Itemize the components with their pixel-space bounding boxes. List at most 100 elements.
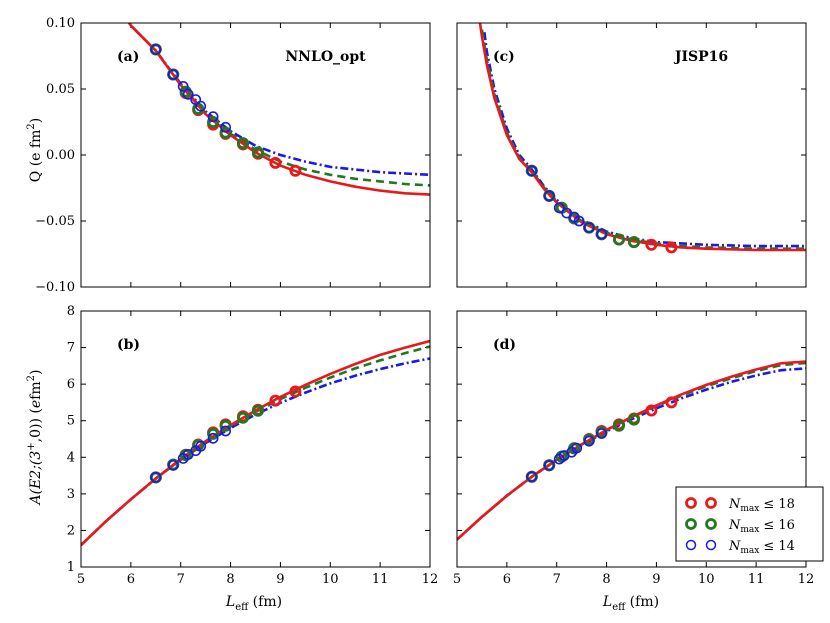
data-point (665, 396, 678, 409)
data-point (167, 459, 179, 471)
x-tick-label: 10 (698, 572, 715, 587)
curves (478, 23, 806, 252)
y-tick-label: 8 (67, 304, 75, 319)
panel-d: 5 6 7 8 9 10 11 12 (d) (453, 310, 815, 587)
series-line-dashdot (483, 32, 806, 248)
series-line-dashdot (81, 357, 430, 547)
data-point (207, 432, 219, 444)
y-tick-label: 4 (67, 450, 75, 465)
data-point (645, 404, 658, 417)
data-point (613, 233, 626, 246)
x-tick-label: 12 (422, 572, 439, 587)
x-tick-label: 6 (127, 572, 135, 587)
series-line-dashed (480, 29, 806, 250)
panel-title: JISP16 (673, 49, 728, 65)
x-tick-label: 7 (177, 572, 185, 587)
x-tick-label: 6 (503, 572, 511, 587)
data-point (219, 419, 232, 432)
legend-entry-18: Nmax ≤ 18 (685, 497, 795, 514)
data-point (628, 236, 641, 249)
y-tick-label: 2 (67, 523, 75, 538)
y-tick-label: 7 (67, 341, 75, 356)
data-point (645, 238, 658, 251)
y-axis-label-top: Q (e fm2) (26, 118, 44, 182)
data-point (195, 100, 207, 112)
x-tick-label: 9 (652, 572, 660, 587)
legend-marker (685, 497, 697, 509)
svg-text:Nmax≤ 16: Nmax ≤ 16 (728, 518, 795, 535)
data-point (192, 102, 205, 115)
data-point (177, 81, 189, 92)
data-point (220, 425, 231, 437)
legend-marker (705, 497, 717, 509)
x-axis-label-right: Leff (fm) (602, 594, 659, 613)
y-tick-label: 0.05 (46, 82, 75, 97)
data-point (596, 228, 607, 240)
x-tick-label: 7 (553, 572, 561, 587)
data-point (553, 202, 565, 214)
legend-marker (705, 539, 717, 551)
x-tick-label: 10 (322, 572, 339, 587)
series-line-solid (81, 339, 430, 547)
x-tick-label: 12 (798, 572, 815, 587)
panel-title: NNLO_opt (285, 49, 366, 65)
data-point (573, 215, 585, 227)
data-point (526, 165, 538, 177)
data-point (543, 459, 555, 471)
y-tick-label: 1 (67, 560, 75, 575)
series-line-dashed (81, 345, 430, 547)
data-point (167, 69, 179, 80)
panel-label: (b) (117, 337, 140, 353)
series-line-solid (127, 23, 430, 196)
data-point (628, 413, 641, 426)
data-point (665, 241, 678, 254)
x-tick-label: 9 (276, 572, 284, 587)
data-point (220, 121, 231, 133)
data-point (289, 385, 302, 398)
data-point (150, 44, 162, 55)
y-axis-label-bottom: A(E2;(3+,0)) (efm2) (26, 370, 44, 507)
y-tick-label: 5 (67, 414, 75, 429)
panels-group: −0.10 −0.05 0.00 0.05 0.10 (a) NNLO_opt (c) JISP… (35, 16, 814, 587)
data-point (236, 137, 249, 150)
x-tick-label: 11 (372, 572, 389, 587)
data-point (179, 85, 192, 98)
legend-box (675, 486, 824, 562)
data-point (150, 471, 162, 483)
panel-c: (c) JISP16 (456, 22, 807, 288)
panel-a: −0.10 −0.05 0.00 0.05 0.10 (a) NNLO_opt (35, 16, 431, 295)
data-point (207, 116, 220, 129)
data-point (613, 419, 626, 432)
legend-marker (685, 518, 697, 530)
legend-marker (705, 518, 717, 530)
x-tick-label: 11 (748, 572, 765, 587)
svg-text:Nmax≤ 14: Nmax ≤ 14 (728, 539, 795, 556)
axes-frame (80, 310, 431, 568)
data-point (236, 411, 249, 424)
data-point (269, 394, 282, 407)
y-tick-label: 3 (67, 487, 75, 502)
curves (81, 339, 430, 547)
data-point (182, 88, 194, 100)
data-point (195, 440, 207, 452)
data-point (571, 442, 583, 454)
series-line-solid (478, 23, 806, 252)
panel-label: (c) (493, 49, 515, 65)
legend: Nmax ≤ 18 Nmax ≤ 16 Nmax ≤ 14 (675, 486, 824, 562)
panel-label: (a) (117, 49, 139, 65)
x-tick-label: 5 (77, 572, 85, 587)
data-point (583, 222, 595, 233)
x-axis-label-left: Leff (fm) (225, 594, 282, 613)
legend-marker (685, 539, 697, 551)
y-tick-label: −0.05 (35, 214, 75, 229)
axes-frame (80, 22, 431, 288)
y-tick-label: 6 (67, 377, 75, 392)
data-point (219, 126, 232, 139)
y-tick-label: 0.00 (46, 148, 75, 163)
legend-entry-16: Nmax ≤ 16 (685, 518, 795, 535)
svg-text:Nmax≤ 18: Nmax ≤ 18 (728, 497, 795, 514)
data-point (251, 146, 264, 159)
legend-entry-14: Nmax ≤ 14 (685, 539, 795, 556)
